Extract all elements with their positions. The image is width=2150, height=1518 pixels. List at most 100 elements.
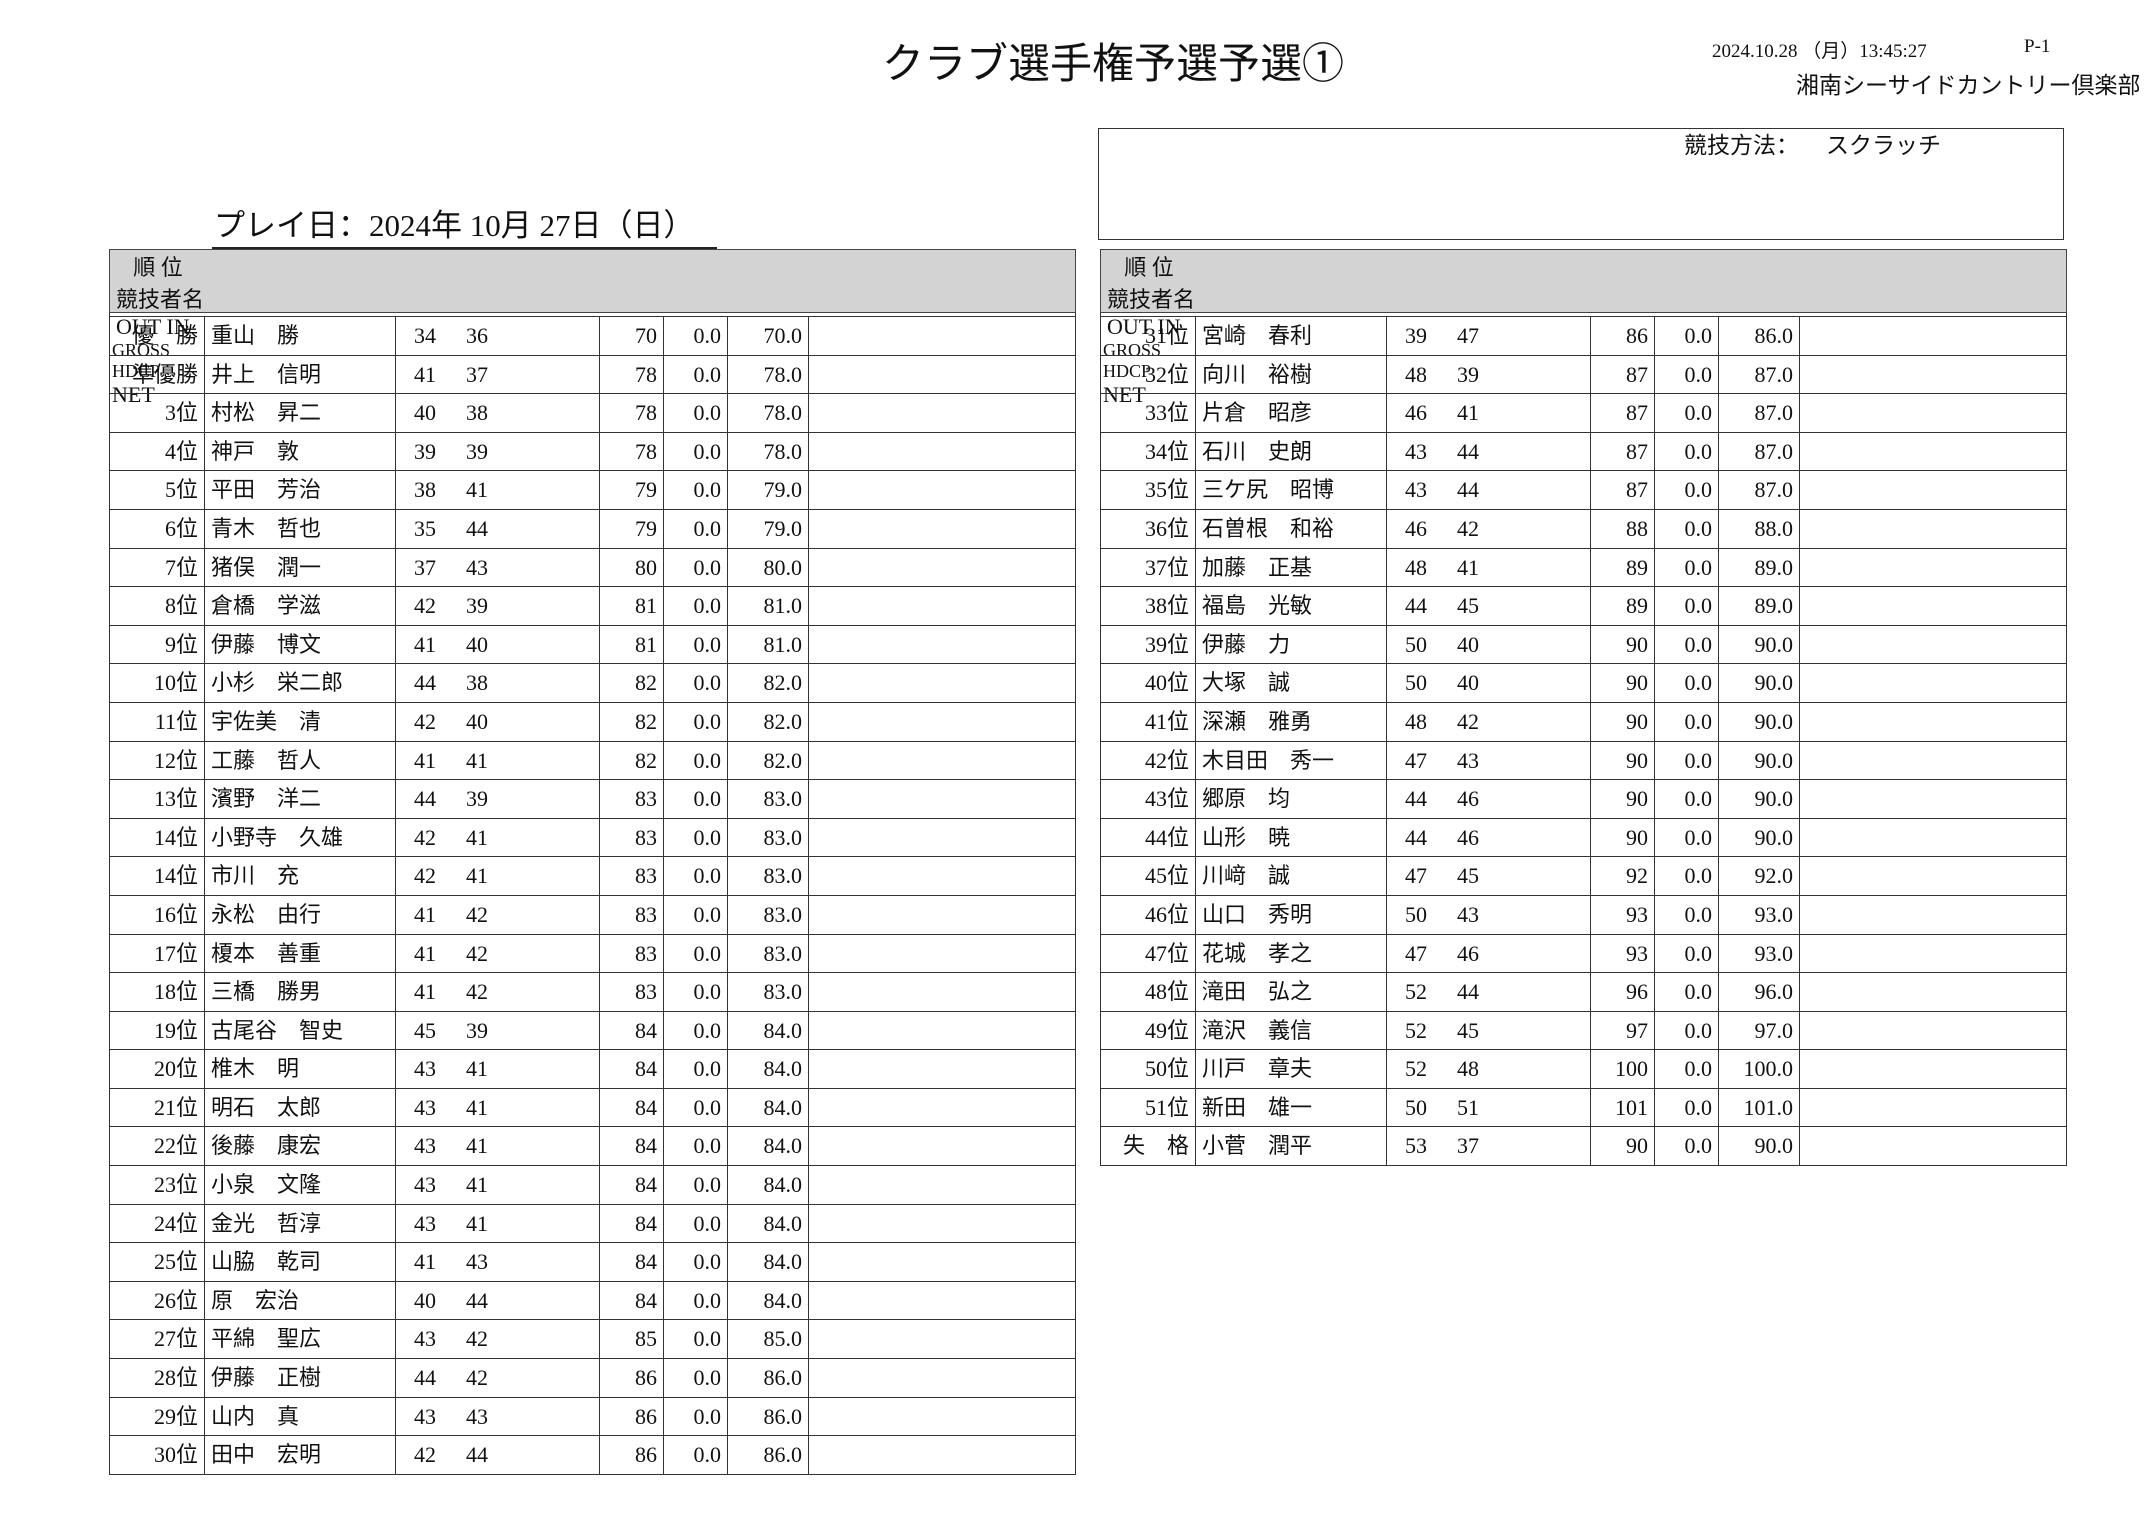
hdcp: 0.0 [1655, 857, 1719, 895]
gross: 84 [600, 1281, 664, 1320]
out-score: 47 [1405, 747, 1427, 773]
rank: 28位 [109, 1359, 205, 1397]
blank-cell [1800, 973, 2067, 1011]
in-score: 39 [466, 438, 488, 464]
out-score: 52 [1405, 979, 1427, 1005]
header-cell: NET [112, 382, 155, 407]
out-score: 45 [414, 1017, 436, 1043]
player-name: 伊藤 博文 [205, 625, 396, 664]
in-score: 41 [1457, 554, 1479, 580]
blank-cell [809, 317, 1076, 355]
in-score: 46 [1457, 940, 1479, 966]
hdcp: 0.0 [664, 587, 728, 625]
out-score: 37 [414, 554, 436, 580]
net: 81.0 [728, 587, 809, 625]
blank-cell [809, 355, 1076, 394]
hdcp: 0.0 [664, 1050, 728, 1088]
in-score: 43 [466, 1403, 488, 1429]
rank: 23位 [109, 1166, 205, 1204]
in-score: 44 [466, 515, 488, 541]
player-name: 石曽根 和裕 [1196, 509, 1387, 548]
result-row: 34位 石川 史朗 43 44 87 0.0 87.0 [1100, 432, 2067, 472]
rank: 31位 [1100, 317, 1196, 355]
title: クラブ選手権予選予選① [881, 42, 1344, 88]
net: 85.0 [728, 1320, 809, 1359]
in-score: 42 [466, 1365, 488, 1391]
hdcp: 0.0 [1655, 509, 1719, 548]
in-score: 39 [466, 1017, 488, 1043]
blank-cell [809, 471, 1076, 509]
blank-cell [1800, 509, 2067, 548]
blank-cell [809, 741, 1076, 780]
player-name: 滝沢 義信 [1196, 1011, 1387, 1050]
gross: 80 [600, 548, 664, 587]
hdcp: 0.0 [1655, 780, 1719, 818]
header-cell: OUT IN [116, 314, 190, 339]
player-name: 山内 真 [205, 1397, 396, 1436]
in-score: 41 [466, 1172, 488, 1198]
rank: 22位 [109, 1127, 205, 1166]
gross: 89 [1591, 587, 1655, 625]
out-score: 50 [1405, 1094, 1427, 1120]
gross: 101 [1591, 1088, 1655, 1127]
in-score: 46 [1457, 824, 1479, 850]
out-in: 43 41 [396, 1050, 600, 1088]
net: 78.0 [728, 355, 809, 394]
rank: 9位 [109, 625, 205, 664]
player-name: 伊藤 力 [1196, 625, 1387, 664]
out-score: 41 [414, 979, 436, 1005]
in-score: 48 [1457, 1056, 1479, 1082]
player-name: 福島 光敏 [1196, 587, 1387, 625]
rank: 49位 [1100, 1011, 1196, 1050]
net: 90.0 [1719, 1127, 1800, 1166]
header-cell: 競技者名 [116, 287, 205, 312]
rank: 準優勝 [109, 355, 205, 394]
net: 86.0 [1719, 317, 1800, 355]
hdcp: 0.0 [1655, 1050, 1719, 1088]
result-row: 準優勝 井上 信明 41 37 78 0.0 78.0 [109, 355, 1076, 395]
gross: 81 [600, 587, 664, 625]
results-table: 順 位競技者名 OUT IN GROSS HDCP NET 31位 宮崎 春利 39 47 86 0… [1100, 249, 2067, 1167]
out-score: 41 [414, 940, 436, 966]
out-score: 50 [1405, 901, 1427, 927]
gross: 90 [1591, 780, 1655, 818]
in-score: 40 [1457, 631, 1479, 657]
blank-cell [1800, 1011, 2067, 1050]
rank: 11位 [109, 702, 205, 741]
rank: 26位 [109, 1281, 205, 1320]
hdcp: 0.0 [1655, 587, 1719, 625]
out-in: 41 42 [396, 973, 600, 1011]
out-in: 46 41 [1387, 394, 1591, 432]
in-score: 41 [466, 1210, 488, 1236]
net: 84.0 [728, 1050, 809, 1088]
in-score: 42 [466, 901, 488, 927]
player-name: 明石 太郎 [205, 1088, 396, 1127]
result-row: 17位 榎本 善重 41 42 83 0.0 83.0 [109, 934, 1076, 974]
result-row: 20位 椎木 明 43 41 84 0.0 84.0 [109, 1050, 1076, 1089]
out-score: 50 [1405, 670, 1427, 696]
out-in: 42 41 [396, 857, 600, 895]
in-score: 43 [1457, 901, 1479, 927]
in-score: 41 [1457, 400, 1479, 426]
hdcp: 0.0 [664, 1243, 728, 1281]
hdcp: 0.0 [1655, 741, 1719, 780]
result-row: 9位 伊藤 博文 41 40 81 0.0 81.0 [109, 625, 1076, 665]
player-name: 川﨑 誠 [1196, 857, 1387, 895]
hdcp: 0.0 [1655, 1088, 1719, 1127]
rank: 42位 [1100, 741, 1196, 780]
blank-cell [1800, 432, 2067, 471]
gross: 83 [600, 934, 664, 973]
out-in: 42 41 [396, 818, 600, 857]
out-in: 41 37 [396, 355, 600, 394]
blank-cell [1800, 1050, 2067, 1088]
blank-cell [1800, 1127, 2067, 1166]
results-table: 順 位競技者名 OUT IN GROSS HDCP NET 優 勝重山 勝 34 36 70 0.… [109, 249, 1076, 1475]
in-score: 39 [1457, 361, 1479, 387]
player-name: 山形 暁 [1196, 818, 1387, 857]
gross: 82 [600, 741, 664, 780]
out-in: 43 41 [396, 1166, 600, 1204]
hdcp: 0.0 [1655, 625, 1719, 664]
hdcp: 0.0 [1655, 934, 1719, 973]
out-in: 52 44 [1387, 973, 1591, 1011]
